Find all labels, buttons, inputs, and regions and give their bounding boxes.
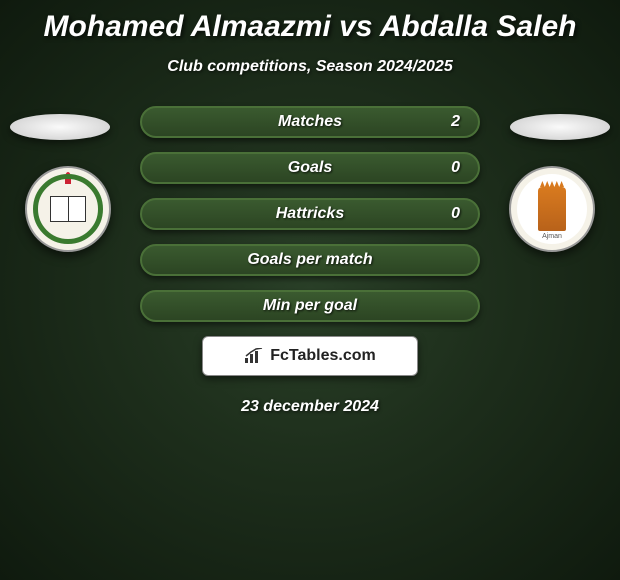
stat-row: Goals 0	[140, 152, 480, 184]
subtitle: Club competitions, Season 2024/2025	[0, 58, 620, 76]
stat-label: Goals	[288, 159, 332, 177]
page-title: Mohamed Almaazmi vs Abdalla Saleh	[0, 0, 620, 44]
stat-row: Hattricks 0	[140, 198, 480, 230]
stat-label: Matches	[278, 113, 342, 131]
player-left-ellipse	[10, 114, 110, 140]
player-right-ellipse	[510, 114, 610, 140]
stat-value: 0	[451, 205, 460, 223]
club-badge-right: Ajman	[502, 166, 602, 252]
stat-row: Goals per match	[140, 244, 480, 276]
club-badge-left	[18, 166, 118, 252]
chart-icon	[244, 348, 264, 364]
stat-label: Hattricks	[276, 205, 344, 223]
stat-label: Min per goal	[263, 297, 357, 315]
brand-badge: FcTables.com	[202, 336, 418, 376]
brand-text: FcTables.com	[270, 347, 376, 365]
stat-row: Min per goal	[140, 290, 480, 322]
stat-row: Matches 2	[140, 106, 480, 138]
comparison-panel: Ajman Matches 2 Goals 0 Hattricks 0 Goal…	[0, 106, 620, 416]
date-text: 23 december 2024	[0, 398, 620, 416]
stat-label: Goals per match	[247, 251, 372, 269]
stat-value: 0	[451, 159, 460, 177]
stats-list: Matches 2 Goals 0 Hattricks 0 Goals per …	[140, 106, 480, 322]
stat-value: 2	[451, 113, 460, 131]
